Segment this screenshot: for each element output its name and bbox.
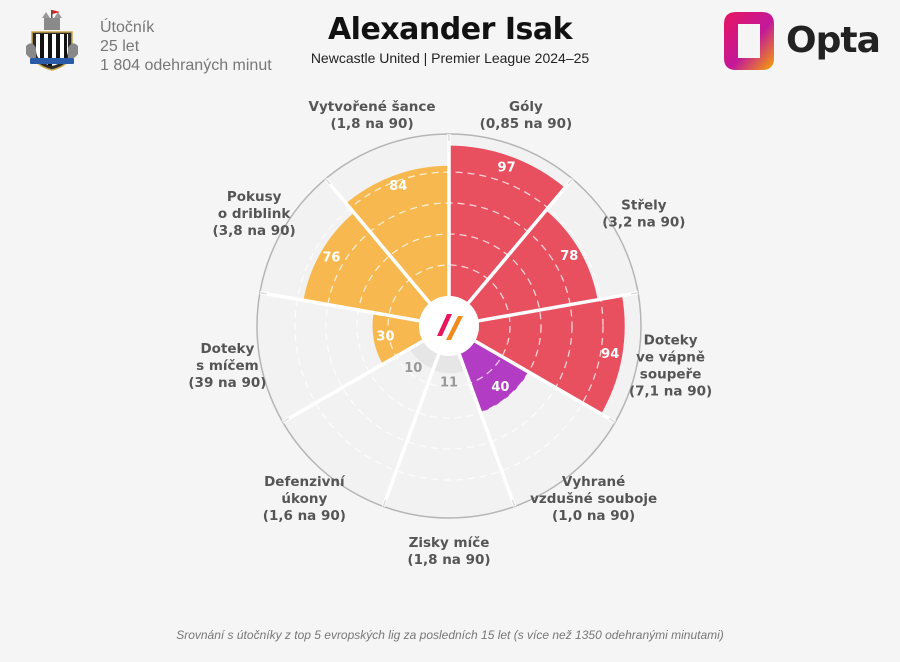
category-label-line: Doteky [644, 332, 698, 348]
value-label-6: 10 [404, 361, 422, 376]
segment-divider [324, 177, 432, 305]
segment-divider [259, 290, 420, 323]
category-label-line: (0,85 na 90) [480, 116, 573, 132]
segment-divider [466, 177, 574, 305]
center-circle [419, 296, 479, 356]
player-info: Útočník 25 let 1 804 odehraných minut [100, 18, 272, 75]
value-label-8: 76 [322, 251, 340, 266]
page-title: Alexander Isak [327, 12, 573, 47]
category-label-line: (39 na 90) [188, 375, 266, 391]
category-label-9: Vytvořené šance (1,8 na 90) [309, 99, 436, 132]
category-label-7: Doteky s míčem (39 na 90) [188, 341, 266, 391]
value-label-2: 78 [560, 249, 578, 264]
opta-logo-icon [724, 12, 774, 70]
segment-divider-outer [325, 178, 331, 185]
segment-divider-outer [631, 291, 639, 295]
page-subtitle: Newcastle United | Premier League 2024–2… [310, 50, 590, 66]
center-logo-stroke-2 [446, 316, 463, 340]
segment-divider [381, 353, 441, 508]
category-label-line: Pokusy [227, 189, 282, 205]
bar-1 [449, 145, 565, 304]
category-label-8: Pokusy o driblink (3,8 na 90) [213, 189, 296, 239]
category-label-line: (3,8 na 90) [213, 223, 296, 239]
segment-divider [478, 290, 639, 323]
category-label-line: ve vápně [636, 349, 705, 365]
category-label-line: Defenzivní [264, 474, 346, 490]
segment-divider-outer [382, 499, 387, 507]
gridline [387, 264, 511, 388]
value-label-5: 11 [440, 376, 458, 391]
newcastle-crest-icon [26, 10, 78, 71]
segment-divider-outer [259, 291, 267, 295]
category-label-line: s míčem [196, 358, 259, 374]
segment-divider [474, 339, 617, 424]
segment-divider-outer [608, 417, 616, 423]
category-label-line: (3,2 na 90) [602, 215, 685, 231]
bar-5 [432, 354, 466, 374]
segment-background [385, 354, 513, 512]
category-label-line: (1,8 na 90) [407, 552, 490, 568]
value-label-7: 30 [376, 330, 394, 345]
bar-3 [474, 295, 625, 414]
category-label-line: soupeře [640, 366, 702, 382]
category-label-5: Zisky míče (1,8 na 90) [407, 535, 490, 568]
footnote: Srovnání s útočníky z top 5 evropských l… [176, 628, 724, 642]
category-label-line: o driblink [218, 206, 291, 222]
bar-8 [303, 212, 430, 321]
player-age: 25 let [100, 38, 140, 55]
value-label-4: 40 [491, 380, 509, 395]
category-label-3: Doteky ve vápně soupeře (7,1 na 90) [629, 332, 712, 399]
bar-7 [372, 312, 424, 365]
bar-6 [409, 341, 439, 369]
bar-9 [346, 165, 449, 304]
opta-wordmark: Opta [786, 20, 881, 61]
segment-background [288, 341, 439, 500]
category-label-line: (1,8 na 90) [330, 116, 413, 132]
category-label-line: Vyhrané [562, 474, 625, 490]
center-logo-icon [437, 314, 463, 340]
segment-divider-outer [282, 417, 290, 423]
category-label-6: Defenzivní úkony (1,6 na 90) [263, 474, 346, 524]
segment-divider-outer [511, 499, 516, 507]
category-label-line: úkony [281, 491, 327, 507]
category-label-line: vzdušné souboje [530, 491, 657, 507]
category-label-1: Góly (0,85 na 90) [480, 99, 573, 132]
category-label-4: Vyhrané vzdušné souboje (1,0 na 90) [530, 474, 657, 524]
segment-divider [457, 353, 517, 508]
category-label-line: (7,1 na 90) [629, 383, 712, 399]
player-position: Útočník [100, 19, 155, 36]
player-minutes: 1 804 odehraných minut [100, 57, 272, 74]
category-label-line: (1,6 na 90) [263, 508, 346, 524]
value-label-9: 84 [389, 179, 407, 194]
category-label-line: Vytvořené šance [309, 99, 436, 115]
category-label-line: Doteky [200, 341, 254, 357]
value-label-3: 94 [601, 347, 619, 362]
bar-4 [459, 341, 529, 413]
category-label-line: (1,0 na 90) [552, 508, 635, 524]
center-logo-stroke-1 [437, 314, 452, 336]
category-label-line: Zisky míče [409, 535, 490, 551]
value-label-1: 97 [498, 160, 516, 175]
category-label-line: Střely [621, 198, 667, 214]
segment-divider-outer [567, 178, 573, 185]
category-label-2: Střely (3,2 na 90) [602, 198, 685, 231]
category-label-line: Góly [509, 99, 543, 115]
segment-divider [281, 339, 424, 424]
